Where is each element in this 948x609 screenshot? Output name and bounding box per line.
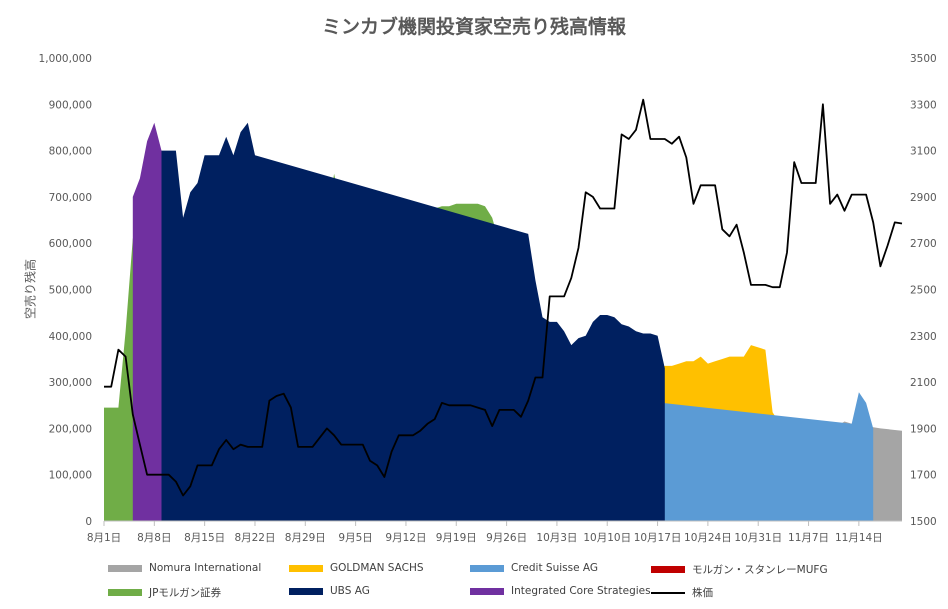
x-tick-label-15: 11月14日 xyxy=(835,532,883,544)
y2-tick-label-3: 2100 xyxy=(910,377,937,389)
y-tick-label-10: 1,000,000 xyxy=(39,53,92,65)
x-tick-label-1: 8月8日 xyxy=(137,532,171,544)
y-tick-label-9: 900,000 xyxy=(49,99,92,111)
x-tick-label-6: 9月12日 xyxy=(385,532,426,544)
x-tick-label-2: 8月15日 xyxy=(184,532,225,544)
y2-tick-label-4: 2300 xyxy=(910,331,937,343)
chart-title: ミンカブ機関投資家空売り残高情報 xyxy=(321,16,626,38)
y2-tick-label-1: 1700 xyxy=(910,470,937,482)
area-series-6-integrated-core-strategies xyxy=(132,122,162,522)
y-tick-label-2: 200,000 xyxy=(49,423,92,435)
y2-tick-label-10: 3500 xyxy=(910,53,937,65)
x-tick-label-11: 10月17日 xyxy=(634,532,682,544)
y2-tick-label-2: 1900 xyxy=(910,423,937,435)
axes-group xyxy=(103,520,902,526)
x-tick-label-7: 9月19日 xyxy=(436,532,477,544)
area-series-5-ubs-ag xyxy=(147,122,665,522)
y-tick-label-1: 100,000 xyxy=(49,470,92,482)
y2-tick-label-6: 2700 xyxy=(910,238,937,250)
x-tick-label-14: 11月7日 xyxy=(788,532,829,544)
y-tick-label-4: 400,000 xyxy=(49,331,92,343)
y-tick-label-5: 500,000 xyxy=(49,285,92,297)
x-tick-label-4: 8月29日 xyxy=(285,532,326,544)
y-tick-label-3: 300,000 xyxy=(49,377,92,389)
y2-tick-label-7: 2900 xyxy=(910,192,937,204)
x-tick-label-3: 8月22日 xyxy=(234,532,275,544)
area-series-group xyxy=(104,122,902,522)
price-line-group xyxy=(104,98,903,497)
y-tick-label-7: 700,000 xyxy=(49,192,92,204)
y-axis-title: 空売り残高 xyxy=(23,258,38,320)
y-tick-label-8: 800,000 xyxy=(49,146,92,158)
y2-tick-label-0: 1500 xyxy=(910,516,937,528)
y2-tick-label-9: 3300 xyxy=(910,99,937,111)
x-tick-label-5: 9月5日 xyxy=(338,532,372,544)
x-tick-label-12: 10月24日 xyxy=(684,532,732,544)
stock-price-line xyxy=(104,98,903,497)
x-tick-label-0: 8月1日 xyxy=(87,532,121,544)
x-tick-label-13: 10月31日 xyxy=(734,532,782,544)
x-tick-label-8: 9月26日 xyxy=(486,532,527,544)
y2-tick-label-5: 2500 xyxy=(910,285,937,297)
tick-labels-group: 0 100,000 200,000 300,000 400,000 500,000 600,… xyxy=(39,53,937,544)
y-tick-label-0: 0 xyxy=(85,516,92,528)
x-tick-label-9: 10月3日 xyxy=(536,532,577,544)
x-tick-label-10: 10月10日 xyxy=(583,532,631,544)
y-tick-label-6: 600,000 xyxy=(49,238,92,250)
y2-tick-label-8: 3100 xyxy=(910,146,937,158)
